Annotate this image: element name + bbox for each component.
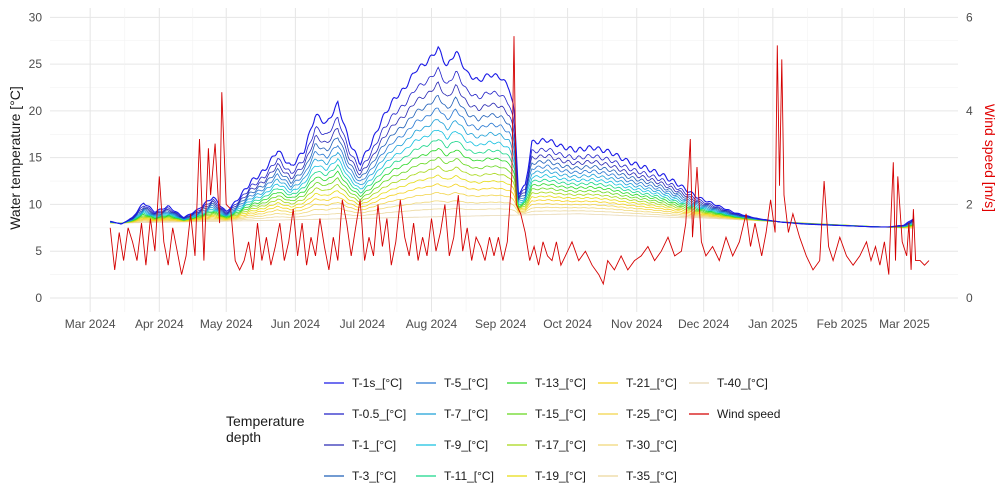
legend-label: T-13_[°C] bbox=[535, 376, 586, 390]
x-tick-label: Nov 2024 bbox=[611, 317, 663, 331]
y-left-tick-label: 5 bbox=[35, 244, 42, 258]
legend-label: T-17_[°C] bbox=[535, 438, 586, 452]
x-tick-label: Mar 2024 bbox=[65, 317, 116, 331]
x-tick-label: Sep 2024 bbox=[475, 317, 527, 331]
wind-series bbox=[109, 36, 930, 286]
y-left-tick-label: 25 bbox=[29, 57, 43, 71]
legend-label: T-1s_[°C] bbox=[352, 376, 402, 390]
x-tick-label: Aug 2024 bbox=[406, 317, 458, 331]
legend-label: T-11_[°C] bbox=[444, 469, 494, 483]
y-left-tick-label: 30 bbox=[29, 10, 43, 24]
legend-label: T-19_[°C] bbox=[535, 469, 586, 483]
x-tick-label: Jun 2024 bbox=[271, 317, 321, 331]
legend-label: Wind speed bbox=[717, 407, 780, 421]
y-right-tick-label: 2 bbox=[966, 197, 973, 211]
x-tick-label: Oct 2024 bbox=[543, 317, 592, 331]
grid-lines bbox=[50, 8, 958, 312]
legend-label: T-3_[°C] bbox=[352, 469, 396, 483]
y-left-tick-label: 10 bbox=[29, 197, 43, 211]
x-tick-label: Apr 2024 bbox=[135, 317, 184, 331]
legend-label: T-7_[°C] bbox=[444, 407, 488, 421]
temperature-line bbox=[110, 45, 914, 228]
legend-label: T-5_[°C] bbox=[444, 376, 488, 390]
y-left-tick-label: 15 bbox=[29, 151, 43, 165]
y-right-tick-label: 6 bbox=[966, 10, 973, 24]
legend-label: T-9_[°C] bbox=[444, 438, 488, 452]
x-tick-label: Jul 2024 bbox=[340, 317, 386, 331]
x-tick-label: Mar 2025 bbox=[879, 317, 930, 331]
y-right-tick-label: 4 bbox=[966, 104, 973, 118]
legend-label: T-35_[°C] bbox=[626, 469, 677, 483]
x-tick-label: Feb 2025 bbox=[817, 317, 868, 331]
y-axis-right-title: Wind speed [m/s] bbox=[982, 104, 998, 212]
legend-label: T-25_[°C] bbox=[626, 407, 677, 421]
legend-label: T-0.5_[°C] bbox=[352, 407, 406, 421]
x-tick-label: Dec 2024 bbox=[678, 317, 730, 331]
temperature-series bbox=[110, 45, 914, 229]
axes: 0 5 10 15 20 25 30 0 2 4 6 Mar 2024 Apr 2024 May 2024… bbox=[29, 10, 973, 331]
y-axis-left-title: Water temperature [°C] bbox=[7, 86, 23, 230]
legend-label: T-40_[°C] bbox=[717, 376, 768, 390]
wind-speed-line bbox=[109, 36, 930, 286]
legend-label: T-30_[°C] bbox=[626, 438, 677, 452]
legend-title: depth bbox=[226, 429, 261, 445]
x-tick-label: Jan 2025 bbox=[748, 317, 798, 331]
legend-title: Temperature bbox=[226, 413, 305, 429]
legend-label: T-1_[°C] bbox=[352, 438, 396, 452]
legend-label: T-21_[°C] bbox=[626, 376, 677, 390]
x-tick-label: May 2024 bbox=[200, 317, 253, 331]
y-left-tick-label: 0 bbox=[35, 291, 42, 305]
y-right-tick-label: 0 bbox=[966, 291, 973, 305]
legend-label: T-15_[°C] bbox=[535, 407, 586, 421]
y-left-tick-label: 20 bbox=[29, 104, 43, 118]
